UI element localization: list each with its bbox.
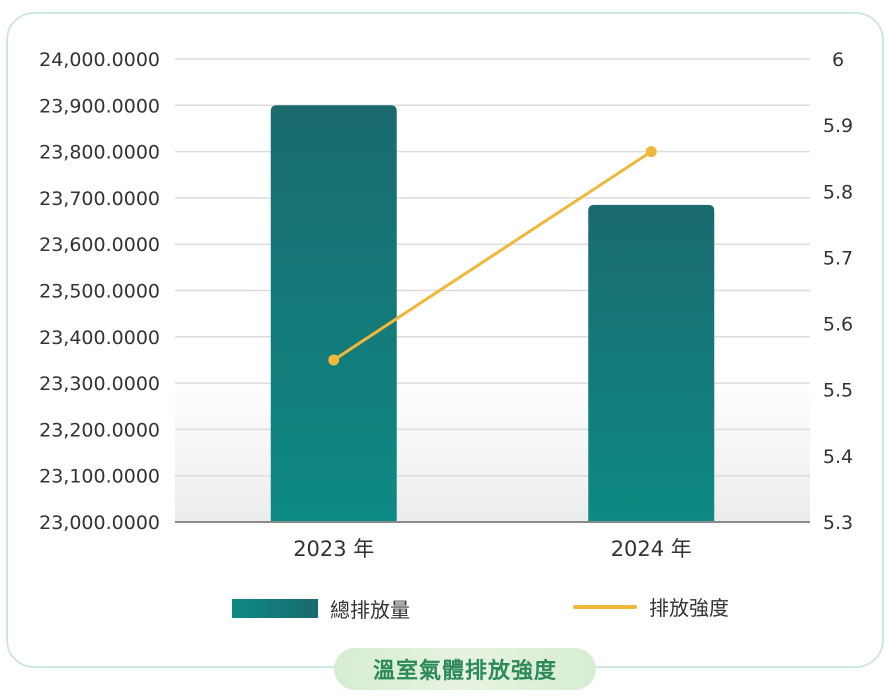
legend-label-intensity: 排放強度 <box>649 596 729 620</box>
left-axis: 23,000.0000 23,100.0000 23,200.0000 23,300.… <box>39 49 160 534</box>
x-tick-label: 2023 年 <box>293 537 374 561</box>
left-tick-label: 23,400.0000 <box>39 327 160 349</box>
legend-label-total: 總排放量 <box>330 598 410 622</box>
x-axis: 2023 年 2024 年 <box>293 537 692 561</box>
left-tick-label: 23,000.0000 <box>39 512 160 534</box>
intensity-series-line <box>332 150 653 362</box>
left-tick-label: 23,900.0000 <box>39 95 160 117</box>
left-tick-label: 23,800.0000 <box>39 142 160 164</box>
right-tick-label: 5.9 <box>823 115 853 137</box>
right-tick-label: 5.8 <box>823 181 853 203</box>
right-tick-label: 5.6 <box>823 314 853 336</box>
right-tick-label: 5.3 <box>823 512 853 534</box>
left-tick-label: 23,100.0000 <box>39 466 160 488</box>
intensity-point <box>328 354 340 366</box>
bar <box>270 105 397 523</box>
legend-item-intensity: 排放強度 <box>573 592 729 621</box>
bars <box>175 105 810 523</box>
left-tick-label: 23,300.0000 <box>39 373 160 395</box>
legend-line-swatch <box>573 604 637 609</box>
left-tick-label: 23,700.0000 <box>39 188 160 210</box>
left-tick-label: 23,200.0000 <box>39 419 160 441</box>
bar <box>588 204 715 522</box>
legend-item-total: 總排放量 <box>232 594 410 623</box>
right-axis: 5.3 5.4 5.5 5.6 5.7 5.8 5.9 6 <box>823 49 853 534</box>
chart-card <box>6 12 884 668</box>
left-tick-label: 24,000.0000 <box>39 49 160 71</box>
right-tick-label: 6 <box>832 49 844 71</box>
left-tick-label: 23,500.0000 <box>39 281 160 303</box>
legend-bar-swatch <box>232 599 318 618</box>
x-tick-label: 2024 年 <box>611 537 692 561</box>
intensity-line <box>328 146 657 366</box>
left-tick-label: 23,600.0000 <box>39 234 160 256</box>
intensity-point <box>645 146 657 158</box>
right-tick-label: 5.5 <box>823 380 853 402</box>
right-tick-label: 5.4 <box>823 446 853 468</box>
plot-background <box>175 380 810 522</box>
caption-badge: 溫室氣體排放強度 <box>334 648 596 690</box>
right-tick-label: 5.7 <box>823 247 853 269</box>
